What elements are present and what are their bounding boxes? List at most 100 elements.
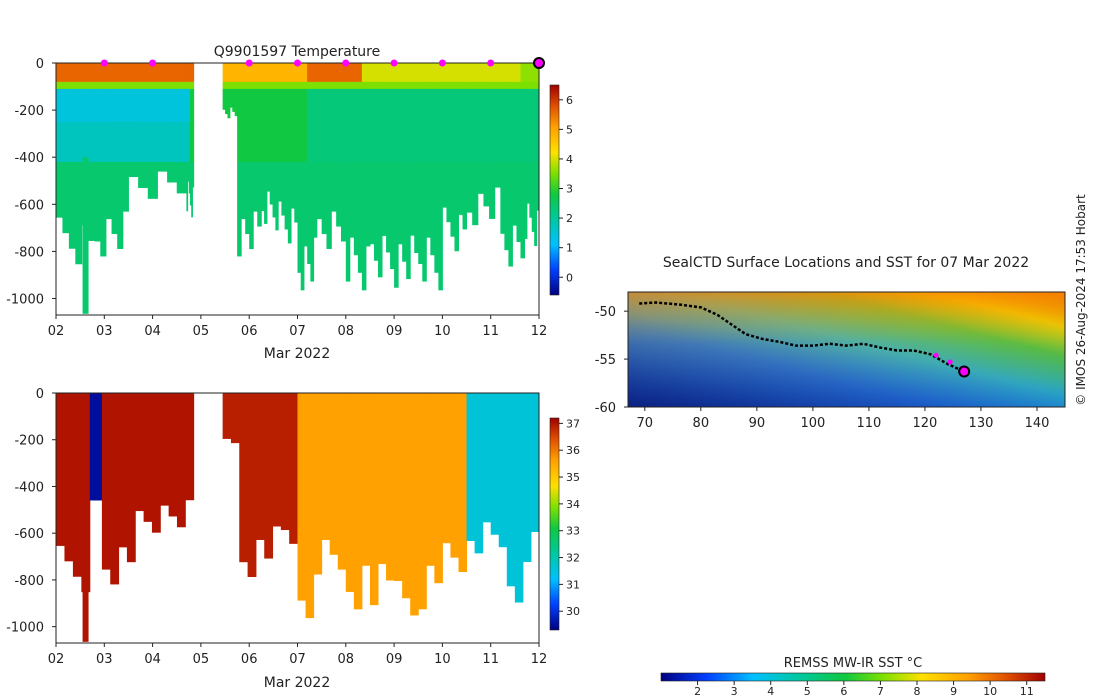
temperature-cell: [526, 161, 530, 204]
sst-colorbar-tick-label: 5: [804, 685, 811, 698]
temperature-cell: [75, 63, 83, 83]
temperature-cell: [192, 121, 195, 163]
temperature-cell: [190, 161, 192, 206]
temperature-cell: [272, 88, 276, 123]
colorbar-tick-label: 37: [566, 417, 580, 430]
temperature-cell: [450, 81, 455, 90]
temperature-cell: [316, 161, 323, 220]
temperature-cell: [249, 121, 254, 163]
temperature-cell: [345, 81, 351, 90]
temperature-cell: [369, 161, 375, 245]
temperature-cell: [310, 121, 315, 163]
sst-map-lon-axis: 70 80 90 100 110 120 130 140: [637, 407, 1049, 431]
temperature-cell: [418, 121, 423, 163]
temperature-cell: [303, 161, 308, 247]
current-position: [958, 365, 971, 378]
temperature-cell: [353, 63, 359, 83]
temperature-cell: [187, 161, 190, 182]
temperature-cell: [466, 88, 473, 123]
temperature-cell: [187, 63, 190, 83]
temperature-cell: [373, 121, 379, 163]
temperature-cell: [489, 161, 496, 219]
sst-colorbar-tick-label: 9: [950, 685, 957, 698]
salinity-cell: [222, 393, 232, 439]
temperature-cell: [373, 88, 379, 123]
x-tick-label: 12: [531, 324, 548, 339]
salinity-xlabel: Mar 2022: [264, 675, 331, 691]
temperature-cell: [187, 88, 190, 123]
temperature-cell: [345, 161, 351, 282]
temperature-cell: [62, 88, 70, 123]
temperature-cell: [294, 81, 298, 90]
salinity-cell: [313, 393, 323, 575]
profile-marker: [487, 59, 495, 67]
temperature-plot-area: [56, 63, 540, 314]
temperature-cell: [105, 161, 113, 220]
temperature-cell: [307, 81, 311, 90]
x-tick-label: 06: [241, 324, 258, 339]
temperature-cell: [111, 63, 118, 83]
temperature-cell: [191, 63, 193, 83]
temperature-cell: [477, 121, 484, 163]
temperature-cell: [147, 88, 158, 123]
temperature-cell: [430, 88, 435, 123]
temperature-cell: [426, 81, 431, 90]
temperature-cell: [365, 161, 371, 247]
temperature-cell: [222, 63, 226, 83]
temperature-cell: [122, 81, 129, 90]
temperature-cell: [105, 81, 113, 90]
temperature-cell: [257, 161, 262, 227]
temperature-cell: [157, 88, 168, 123]
temperature-cell: [56, 63, 63, 83]
temperature-cell: [261, 63, 265, 83]
salinity-cell: [239, 393, 249, 563]
temperature-cell: [462, 63, 468, 83]
temperature-cell: [472, 161, 479, 226]
temperature-cell: [508, 88, 513, 123]
temperature-cell: [340, 121, 347, 163]
sst-colorbar-label: REMSS MW-IR SST °C: [784, 656, 923, 671]
salinity-cell: [450, 393, 459, 558]
temperature-cell: [434, 81, 439, 90]
temperature-cell: [422, 121, 427, 163]
temperature-cell: [422, 63, 427, 83]
temperature-cell: [536, 121, 540, 163]
temperature-cell: [188, 121, 191, 163]
temperature-cell: [56, 161, 63, 218]
temperature-cell: [426, 63, 431, 83]
temperature-cell: [410, 88, 415, 123]
temperature-cell: [349, 121, 355, 163]
temperature-cell: [386, 81, 391, 90]
temperature-cell: [373, 63, 379, 83]
temperature-deep-profile: [82, 157, 89, 314]
temperature-cell: [531, 81, 535, 90]
temperature-cell: [494, 161, 501, 188]
temperature-cell: [450, 161, 455, 237]
temperature-cell: [430, 161, 435, 256]
temperature-cell: [524, 161, 528, 239]
temperature-cell: [278, 88, 282, 123]
temperature-cell: [349, 81, 355, 90]
salinity-cell: [514, 393, 524, 603]
temperature-cell: [249, 81, 254, 90]
temperature-cell: [167, 121, 178, 163]
temperature-cell: [336, 88, 342, 123]
temperature-cell: [534, 161, 538, 247]
temperature-cell: [186, 63, 189, 83]
lon-tick-label: 110: [856, 416, 881, 431]
temperature-cell: [454, 161, 459, 252]
temperature-cell: [321, 81, 327, 90]
temperature-cell: [446, 121, 451, 163]
temperature-cell: [365, 81, 371, 90]
temperature-cell: [313, 121, 318, 163]
temperature-cell: [269, 63, 274, 83]
x-tick-label: 05: [193, 652, 210, 667]
temperature-cell: [225, 88, 228, 115]
sst-colorbar-tick-label: 6: [840, 685, 847, 698]
temperature-cell: [88, 161, 96, 241]
temperature-cell: [398, 88, 403, 123]
temperature-cell: [394, 81, 399, 90]
salinity-cell: [402, 393, 411, 599]
temperature-cell: [294, 121, 298, 163]
temperature-cell: [369, 63, 375, 83]
